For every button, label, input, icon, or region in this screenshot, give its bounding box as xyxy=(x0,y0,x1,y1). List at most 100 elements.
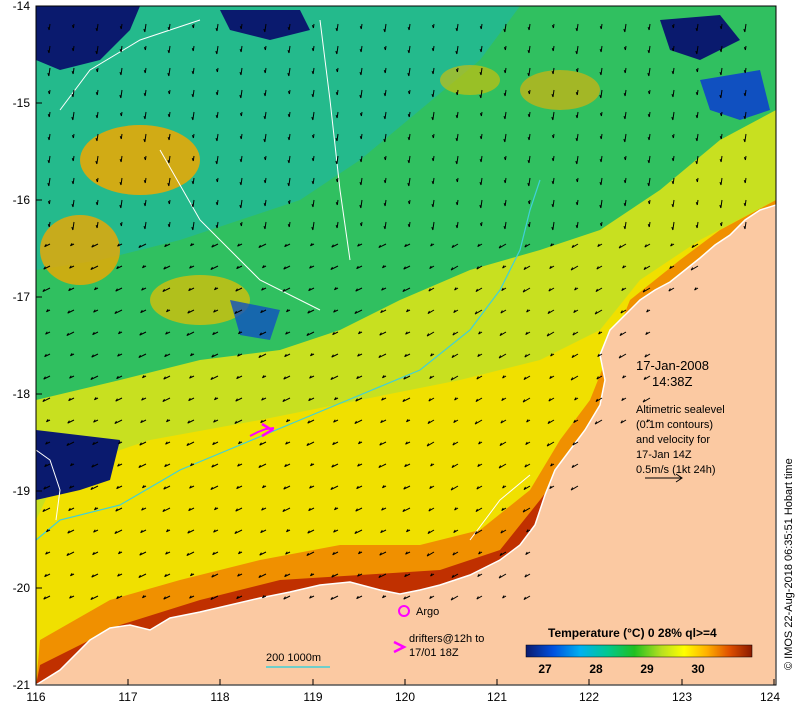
velocity-arrow xyxy=(378,573,387,579)
x-tick: 123 xyxy=(672,679,692,704)
velocity-arrow xyxy=(669,265,675,270)
velocity-arrow xyxy=(503,67,507,74)
velocity-arrow xyxy=(143,155,147,161)
argo-label: Argo xyxy=(416,606,439,618)
velocity-arrow xyxy=(382,485,387,489)
velocity-arrow xyxy=(575,67,579,73)
velocity-arrow xyxy=(286,309,291,313)
velocity-arrow xyxy=(743,155,747,161)
velocity-arrow xyxy=(548,287,555,292)
velocity-arrow xyxy=(331,243,339,248)
velocity-arrow xyxy=(522,397,531,403)
velocity-arrow xyxy=(523,265,531,271)
velocity-arrow xyxy=(526,419,531,423)
velocity-arrow xyxy=(429,375,435,380)
velocity-arrow xyxy=(354,529,363,535)
velocity-arrow xyxy=(333,529,339,533)
velocity-arrow xyxy=(236,265,243,270)
colorbar-tick: 30 xyxy=(691,662,705,676)
velocity-arrow xyxy=(671,199,675,208)
velocity-arrow xyxy=(644,353,651,358)
velocity-arrow xyxy=(332,551,339,556)
contour-line xyxy=(159,149,321,311)
velocity-arrow xyxy=(215,155,219,165)
velocity-arrow xyxy=(379,331,387,336)
velocity-arrow xyxy=(306,331,315,337)
velocity-arrow xyxy=(383,133,387,143)
velocity-arrow xyxy=(93,529,99,533)
velocity-arrow xyxy=(307,529,315,534)
velocity-arrow xyxy=(383,45,387,51)
velocity-arrow xyxy=(261,397,267,401)
velocity-arrow xyxy=(719,67,723,76)
velocity-arrow xyxy=(743,133,747,143)
velocity-arrow xyxy=(647,45,651,54)
velocity-arrow xyxy=(575,221,579,229)
velocity-arrow xyxy=(263,133,267,143)
velocity-arrow xyxy=(188,507,195,512)
velocity-arrow xyxy=(478,441,483,445)
velocity-arrow xyxy=(189,375,195,379)
velocity-arrow xyxy=(743,23,747,33)
velocity-arrow xyxy=(190,573,195,577)
colorbar-tick: 28 xyxy=(589,662,603,676)
velocity-arrow xyxy=(551,111,555,121)
velocity-arrow xyxy=(623,199,627,207)
velocity-arrow xyxy=(622,375,627,379)
velocity-arrow xyxy=(450,375,459,381)
velocity-arrow xyxy=(622,265,627,269)
velocity-arrow xyxy=(743,45,747,51)
velocity-arrow xyxy=(646,419,651,423)
velocity-arrow xyxy=(234,529,243,535)
velocity-arrow xyxy=(286,529,291,533)
velocity-arrow xyxy=(258,573,267,579)
cloud-patch xyxy=(230,300,280,340)
velocity-arrow xyxy=(379,441,387,446)
velocity-arrow xyxy=(284,353,291,358)
velocity-arrow xyxy=(237,353,243,357)
x-tick: 122 xyxy=(579,679,599,704)
velocity-arrow xyxy=(286,419,291,423)
velocity-arrow xyxy=(95,199,99,206)
velocity-arrow xyxy=(524,573,531,578)
velocity-arrow xyxy=(118,551,123,555)
velocity-arrow xyxy=(259,551,267,556)
annotation: 17-Jan-2008 14:38Z Altimetric sealevel (… xyxy=(636,358,725,483)
velocity-arrow xyxy=(623,155,627,161)
velocity-arrow xyxy=(186,331,195,337)
velocity-arrow xyxy=(69,485,75,489)
velocity-arrow xyxy=(575,45,579,55)
velocity-arrow xyxy=(619,331,627,337)
velocity-arrow xyxy=(427,529,435,535)
velocity-arrow xyxy=(379,551,387,556)
velocity-arrow xyxy=(47,221,51,228)
velocity-arrow xyxy=(523,485,531,491)
velocity-arrow xyxy=(355,507,363,512)
velocity-arrow xyxy=(213,309,219,313)
x-tick-label: 124 xyxy=(760,690,780,704)
velocity-arrow xyxy=(117,573,123,577)
velocity-arrow xyxy=(139,551,147,556)
velocity-arrow xyxy=(475,287,483,293)
velocity-arrow xyxy=(92,551,99,556)
velocity-arrow xyxy=(551,221,555,231)
velocity-arrow xyxy=(356,595,363,600)
velocity-arrow xyxy=(354,309,363,315)
velocity-arrow xyxy=(47,177,51,187)
velocity-arrow xyxy=(66,331,75,337)
velocity-arrow xyxy=(623,23,627,33)
velocity-arrow xyxy=(287,111,291,118)
velocity-arrow xyxy=(501,507,507,512)
velocity-arrow xyxy=(263,221,267,230)
velocity-arrow xyxy=(474,419,483,425)
y-tick: -20 xyxy=(13,581,42,595)
warm-patch xyxy=(520,70,600,110)
velocity-arrow xyxy=(212,441,219,446)
velocity-arrow xyxy=(167,45,171,54)
velocity-arrow xyxy=(239,155,243,163)
velocity-arrow xyxy=(523,375,531,381)
velocity-arrow xyxy=(671,67,675,75)
velocity-arrow xyxy=(284,463,291,468)
velocity-arrow xyxy=(475,397,483,403)
velocity-arrow xyxy=(43,485,51,490)
